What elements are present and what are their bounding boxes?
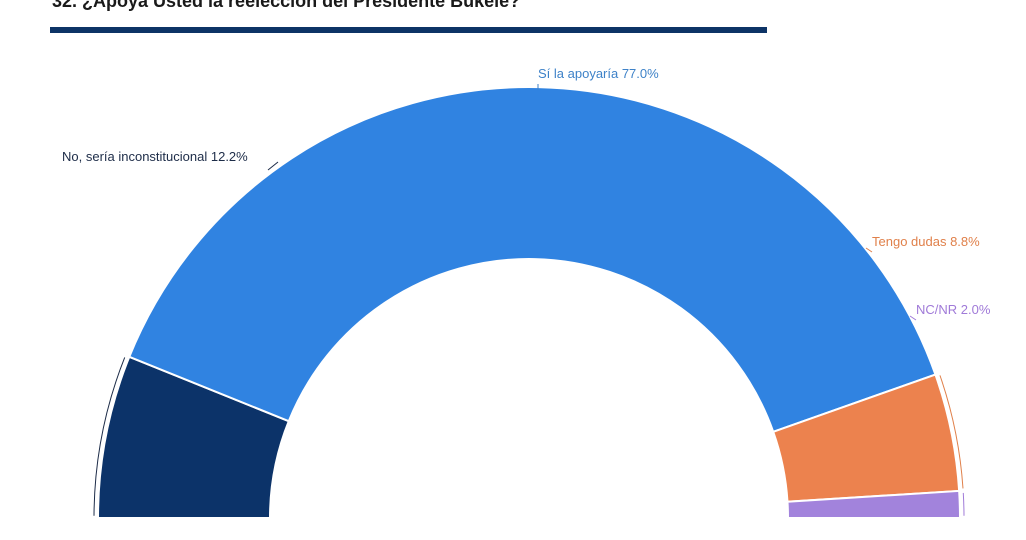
leader-line-no-seria-inconstitucional — [267, 161, 279, 171]
slice-bracket-no-seria-inconstitucional — [93, 357, 126, 516]
slice-bracket-nc-nr — [962, 492, 965, 516]
slice-si-la-apoyaria — [127, 86, 937, 434]
chart-title: 32. ¿Apoya Usted la reelección del Presi… — [52, 0, 521, 11]
data-label-si-la-apoyaria: Sí la apoyaría 77.0% — [538, 66, 659, 81]
data-label-no-seria-inconstitucional: No, sería inconstitucional 12.2% — [62, 149, 248, 164]
leader-line-nc-nr — [909, 315, 917, 321]
data-label-tengo-dudas: Tengo dudas 8.8% — [872, 234, 980, 249]
slice-nc-nr — [786, 489, 962, 519]
leader-line-tengo-dudas — [865, 247, 873, 253]
slice-bracket-tengo-dudas — [939, 375, 964, 489]
title-underline — [50, 27, 767, 33]
data-label-nc-nr: NC/NR 2.0% — [916, 302, 991, 317]
